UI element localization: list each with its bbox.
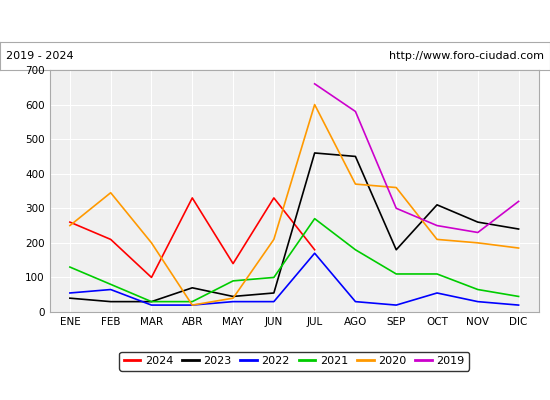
Legend: 2024, 2023, 2022, 2021, 2020, 2019: 2024, 2023, 2022, 2021, 2020, 2019 xyxy=(119,352,469,370)
Text: http://www.foro-ciudad.com: http://www.foro-ciudad.com xyxy=(389,51,544,61)
Text: 2019 - 2024: 2019 - 2024 xyxy=(6,51,73,61)
Text: Evolucion Nº Turistas Nacionales en el municipio de Vistabella del Maestrat: Evolucion Nº Turistas Nacionales en el m… xyxy=(10,14,540,28)
